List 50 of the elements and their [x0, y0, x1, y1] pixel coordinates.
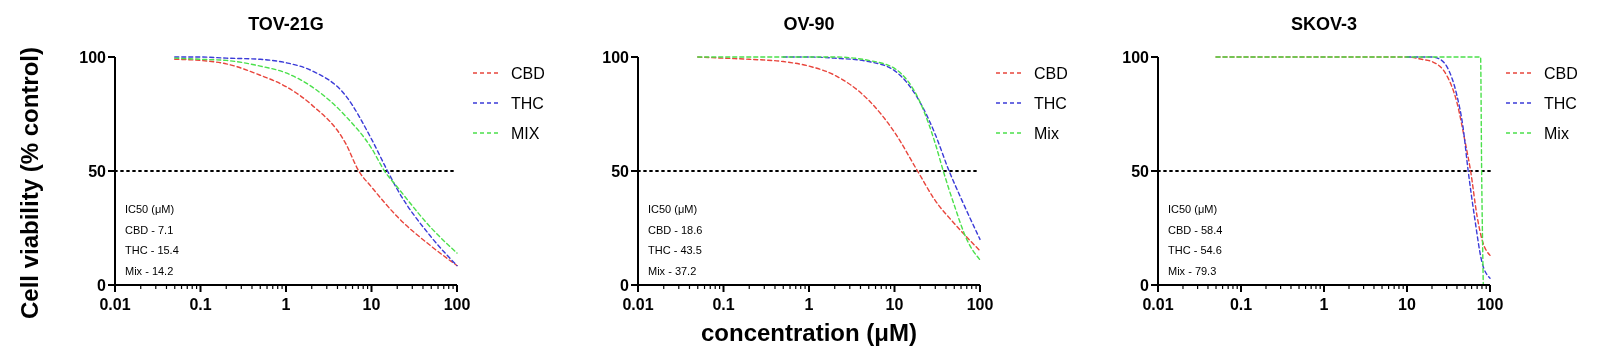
x-tick-label: 100 — [966, 296, 994, 313]
x-tick-label: 100 — [1476, 296, 1504, 313]
legend-label: CBD — [1544, 64, 1578, 82]
legend-label: CBD — [511, 64, 545, 82]
y-tick-label: 50 — [611, 162, 630, 180]
legend-label: Mix — [1034, 124, 1059, 142]
annotation: Mix - 79.3 — [1168, 264, 1217, 277]
x-tick-label: 0.1 — [1229, 296, 1253, 313]
annotation: THC - 54.6 — [1168, 244, 1222, 256]
annotation: CBD - 58.4 — [1168, 223, 1223, 236]
y-tick-label: 0 — [620, 276, 630, 294]
annotation: Mix - 14.2 — [125, 264, 174, 277]
y-tick-label: 100 — [1122, 48, 1150, 66]
x-tick-label: 10 — [885, 296, 904, 313]
x-tick-label: 100 — [443, 296, 471, 313]
legend-label: Mix — [1544, 124, 1569, 142]
legend-label: MIX — [511, 124, 540, 142]
annotation: IC50 (μM) — [125, 203, 175, 215]
x-tick-label: 1 — [1319, 296, 1329, 313]
x-tick-label: 1 — [804, 296, 814, 313]
legend-label: THC — [1034, 94, 1067, 112]
x-tick-label: 0.01 — [99, 296, 131, 313]
annotation: IC50 (μM) — [1168, 203, 1218, 215]
x-tick-label: 0.01 — [1142, 296, 1174, 313]
y-tick-label: 0 — [97, 276, 107, 294]
y-tick-label: 50 — [1131, 162, 1150, 180]
chart-title: OV-90 — [783, 14, 835, 34]
x-tick-label: 0.01 — [622, 296, 654, 313]
chart-title: TOV-21G — [248, 14, 324, 34]
annotation: THC - 43.5 — [648, 244, 702, 256]
x-tick-label: 10 — [1398, 296, 1416, 313]
y-tick-label: 100 — [79, 48, 107, 66]
y-axis-title: Cell viability (% control) — [16, 46, 43, 320]
x-tick-label: 0.1 — [189, 296, 212, 313]
x-tick-label: 0.1 — [712, 296, 735, 313]
annotation: CBD - 18.6 — [648, 223, 703, 236]
annotation: Mix - 37.2 — [648, 264, 697, 277]
legend-label: THC — [511, 94, 544, 112]
y-tick-label: 50 — [88, 162, 107, 180]
legend-label: THC — [1544, 94, 1577, 112]
annotation: THC - 15.4 — [125, 244, 179, 256]
x-tick-label: 10 — [362, 296, 381, 313]
y-tick-label: 0 — [1140, 276, 1150, 294]
legend-label: CBD — [1034, 64, 1068, 82]
x-tick-label: 1 — [281, 296, 291, 313]
annotation: CBD - 7.1 — [125, 223, 174, 236]
chart-title: SKOV-3 — [1290, 14, 1358, 34]
annotation: IC50 (μM) — [648, 203, 698, 215]
x-axis-title: concentration (μM) — [700, 319, 918, 346]
y-tick-label: 100 — [602, 48, 630, 66]
